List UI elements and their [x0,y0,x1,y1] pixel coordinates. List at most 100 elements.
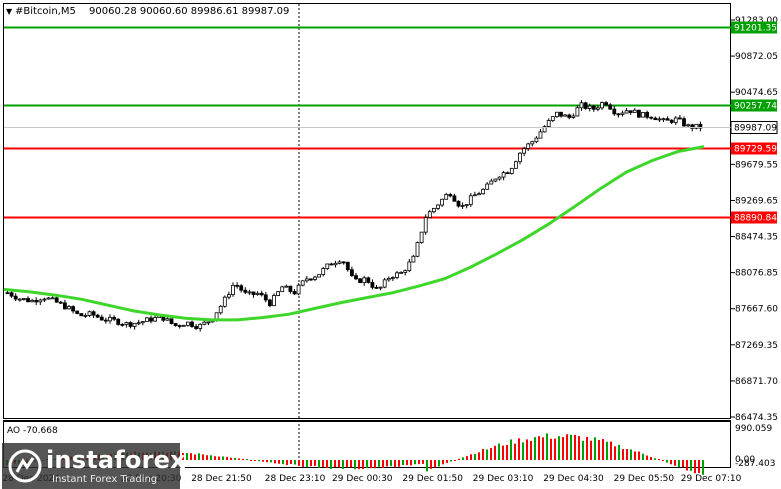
ao-bar [594,437,596,460]
ao-bar [266,460,268,463]
candle-body [95,314,100,318]
ao-bar [570,434,572,460]
candle-body [563,114,567,117]
ao-bar [614,446,616,460]
current-price-label: 89987.09 [734,124,777,134]
ao-bar [310,460,312,467]
ao-bar [666,460,668,463]
time-label: 29 Dec 04:30 [543,474,604,484]
ao-bar [622,449,624,460]
ao-bar [306,460,308,468]
ao-bar [298,460,300,466]
ao-bar [574,434,576,460]
instaforex-emblem-icon [8,449,42,483]
ao-bar [338,460,340,468]
ao-bar [238,458,240,460]
candle-body [587,105,592,109]
ao-bar [322,460,324,467]
candle-body [136,322,141,325]
ao-bar [318,460,320,468]
candle-body [386,277,391,281]
ao-bar [370,460,372,469]
ao-bar [290,460,292,465]
candle-body [378,286,383,289]
price-tick-label: 90474.65 [735,88,778,98]
level-label-box [731,99,777,112]
ao-bar [558,436,560,460]
ao-bar [430,460,432,469]
candle-body [267,299,272,307]
candle-body [108,316,112,322]
current-price-box [730,121,778,134]
ao-bar [466,456,468,460]
candle-body [579,102,584,109]
candle-body [641,112,645,118]
ao-bar [554,438,556,460]
candle-body [99,316,104,321]
price-tick-label: 88076.85 [735,269,778,279]
ao-bar [358,460,360,470]
candle-body [50,297,55,300]
ao-bar [630,449,632,460]
candle-body [596,107,600,110]
candle-body [222,296,227,307]
candle-body [169,318,174,324]
ao-bar [638,451,640,460]
ao-bar [458,458,460,460]
ao-bar [398,460,400,467]
candle-body [13,295,18,300]
ao-bar [406,460,408,466]
candle-body [116,318,121,325]
main-chart-frame [3,3,731,419]
candle-body [87,311,92,316]
chart-down-arrow-icon[interactable]: ▼ [6,7,13,16]
candle-body [370,282,375,288]
candle-body [505,172,510,175]
ao-bar [522,442,524,460]
candle-body [21,298,26,300]
candle-body [149,317,153,322]
ao-bar [438,460,440,467]
candle-body [444,194,449,200]
candle-body [665,118,670,121]
candle-body [518,152,522,163]
candle-body [395,272,399,278]
candle-body [30,299,35,303]
candle-body [272,295,276,307]
candle-body [669,119,674,123]
candle-body [104,319,108,322]
candle-body [91,311,96,316]
candle-body [382,279,387,288]
ao-bar [386,460,388,467]
price-tick-label: 90872.05 [735,52,778,62]
candle-body [452,195,457,202]
ao-label: AO -70.668 [7,426,58,436]
ao-bar [186,453,188,460]
ao-bar [314,460,316,466]
candle-body [534,137,539,143]
candle-body [604,102,608,106]
ao-bar [394,460,396,468]
candle-body [75,310,80,314]
candle-body [673,117,678,123]
ao-bar [506,445,508,460]
ao-bar [530,440,532,460]
ao-bar [598,439,600,460]
candle-body [477,193,481,196]
ao-bar [286,460,288,466]
ao-bar [342,460,344,469]
candle-body [399,272,404,274]
candle-body [263,294,268,301]
candle-body [632,109,637,113]
candle-body [624,110,629,114]
candle-body [362,277,367,284]
candle-body [255,292,260,295]
current-price-marker: 89987.09 [4,121,778,134]
ao-bar [582,440,584,460]
candle-body [530,141,535,145]
candle-body [206,321,211,324]
candle-body [653,117,658,121]
ao-bar [346,460,348,468]
candle-body [456,200,461,207]
